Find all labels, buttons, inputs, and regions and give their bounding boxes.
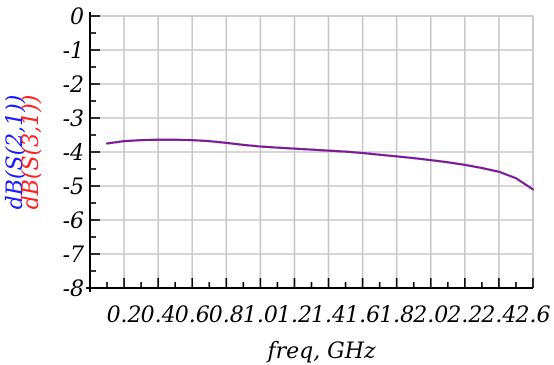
y-tick-label: -1 <box>63 39 84 64</box>
x-tick-label: 1.8 <box>379 303 414 328</box>
y-tick-labels: 0 -1 -2 -3 -4 -5 -6 -7 -8 <box>63 5 84 302</box>
x-tick-label: 1.6 <box>345 303 380 328</box>
x-tick-label: 0.6 <box>175 303 210 328</box>
x-tick-label: 0.4 <box>141 303 176 328</box>
grid-lines <box>90 15 534 289</box>
y-tick-label: 0 <box>70 5 84 30</box>
axes <box>86 12 534 292</box>
x-tick-label: 1.4 <box>311 303 346 328</box>
x-tick-label: 1.2 <box>277 303 312 328</box>
x-tick-label: 2.2 <box>446 303 482 328</box>
y-tick-label: -7 <box>63 243 84 268</box>
y-tick-label: -3 <box>63 107 84 132</box>
x-axis-label: freq, GHz <box>265 339 376 364</box>
x-tick-label: 1.0 <box>243 303 278 328</box>
y-axis-label-s31: dB(S(3,1)) <box>19 95 44 210</box>
series-line-s31 <box>106 138 534 191</box>
y-tick-label: -6 <box>63 209 84 234</box>
x-tick-label: 0.2 <box>107 303 142 328</box>
x-tick-label: 0.8 <box>209 303 244 328</box>
x-tick-label: 2.0 <box>412 303 448 328</box>
series-line-s21 <box>106 138 534 191</box>
y-tick-label: -2 <box>63 73 84 98</box>
y-axis-label: dB(S(2,1))dB(S(3,1)) <box>3 95 44 210</box>
y-tick-label: -5 <box>63 175 84 200</box>
x-tick-label: 2.4 <box>480 303 516 328</box>
x-tick-labels: 0.2 0.4 0.6 0.8 1.0 1.2 1.4 1.6 1.8 2.0 2.2 2.4 2.6 <box>107 303 551 328</box>
series-traces <box>106 138 534 191</box>
y-axis-label-s21: dB(S(2,1)) <box>3 95 28 210</box>
x-tick-label: 2.6 <box>515 303 551 328</box>
y-tick-label: -4 <box>63 141 84 166</box>
y-tick-label: -8 <box>63 277 84 302</box>
